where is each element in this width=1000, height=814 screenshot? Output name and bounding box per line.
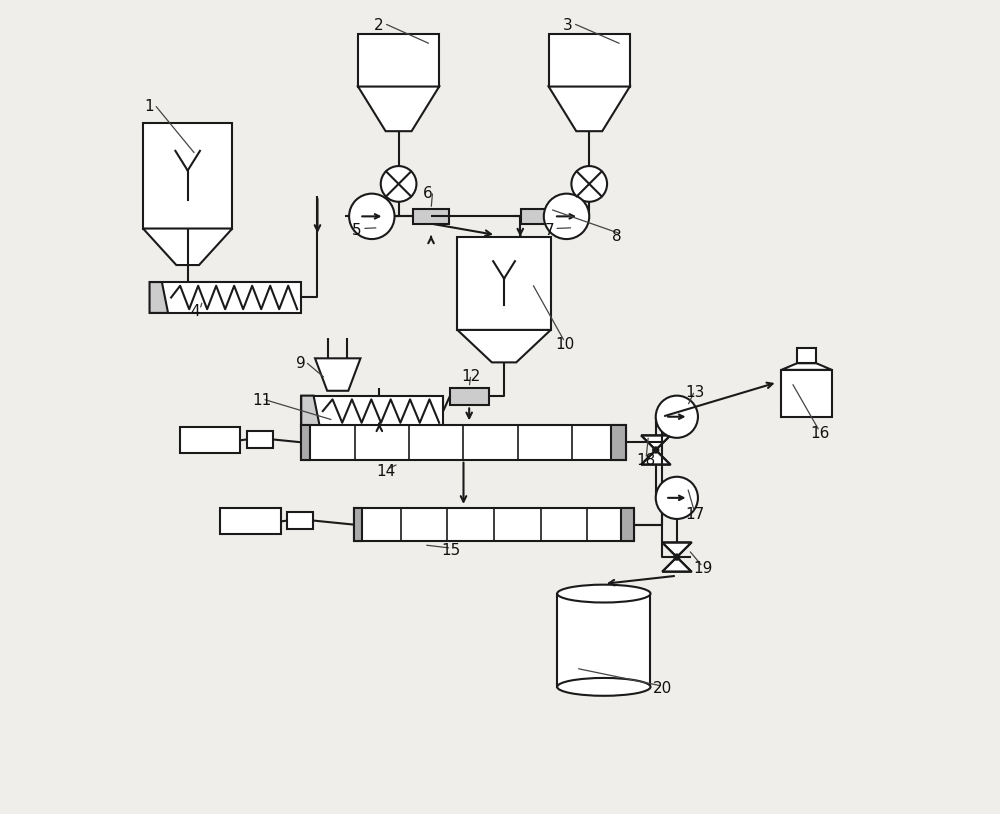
Bar	[549, 34, 630, 86]
Text: 14: 14	[377, 464, 396, 479]
Bar	[358, 34, 439, 86]
Circle shape	[674, 554, 679, 560]
Bar	[611, 425, 626, 460]
Bar	[301, 425, 310, 460]
Bar	[301, 425, 626, 460]
Bar	[220, 509, 281, 534]
Text: 1: 1	[145, 99, 154, 114]
Text: 15: 15	[442, 543, 461, 558]
Polygon shape	[150, 282, 168, 313]
Bar	[413, 209, 449, 224]
Polygon shape	[662, 557, 691, 571]
Circle shape	[653, 448, 658, 453]
Circle shape	[656, 477, 698, 519]
Polygon shape	[781, 363, 832, 370]
Polygon shape	[358, 86, 439, 131]
Text: 2: 2	[374, 18, 384, 33]
Text: 20: 20	[653, 681, 672, 695]
Bar	[301, 396, 443, 427]
Polygon shape	[457, 330, 551, 362]
Circle shape	[571, 166, 607, 202]
Bar	[287, 512, 313, 529]
Bar	[450, 387, 489, 405]
Text: 6: 6	[423, 186, 433, 201]
Bar	[797, 348, 816, 363]
Text: 18: 18	[636, 453, 656, 468]
Text: 12: 12	[461, 369, 480, 384]
Bar	[143, 123, 232, 229]
Text: 9: 9	[296, 356, 305, 371]
Bar	[557, 593, 650, 687]
Bar	[457, 237, 551, 330]
Ellipse shape	[557, 584, 650, 602]
Polygon shape	[315, 358, 360, 391]
Bar	[180, 427, 240, 453]
Text: 19: 19	[693, 562, 712, 576]
Bar	[781, 370, 832, 417]
Bar	[150, 282, 301, 313]
Polygon shape	[549, 86, 630, 131]
Text: 3: 3	[563, 18, 573, 33]
Bar	[521, 209, 557, 224]
Circle shape	[544, 194, 589, 239]
Polygon shape	[143, 229, 232, 265]
Text: 13: 13	[685, 385, 704, 400]
Polygon shape	[662, 542, 691, 557]
Circle shape	[381, 166, 416, 202]
Text: 17: 17	[685, 507, 704, 522]
Text: 16: 16	[810, 426, 829, 441]
Circle shape	[656, 396, 698, 438]
Polygon shape	[641, 450, 670, 465]
Polygon shape	[641, 435, 670, 450]
Text: 7: 7	[545, 223, 554, 238]
Ellipse shape	[557, 678, 650, 696]
Text: 10: 10	[555, 337, 574, 352]
Text: 5: 5	[352, 223, 362, 238]
Polygon shape	[301, 396, 320, 427]
Text: 11: 11	[253, 393, 272, 409]
Bar	[354, 509, 634, 540]
Bar	[621, 509, 634, 540]
Circle shape	[349, 194, 395, 239]
Text: 4: 4	[190, 304, 200, 319]
Bar	[354, 509, 362, 540]
Bar	[247, 431, 273, 449]
Text: 8: 8	[612, 229, 622, 243]
